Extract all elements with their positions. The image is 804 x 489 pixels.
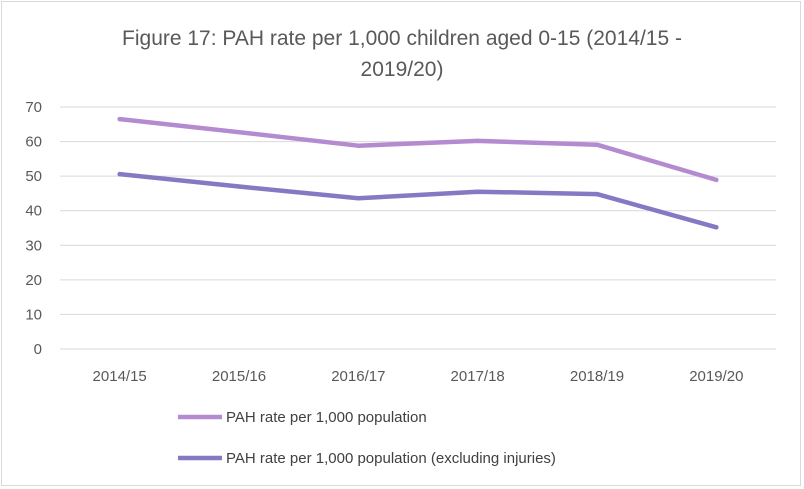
chart-title-line-1: Figure 17: PAH rate per 1,000 children a… <box>122 27 682 50</box>
gridlines <box>60 106 776 350</box>
data-point <box>356 143 361 148</box>
y-tick-label: 0 <box>34 341 42 358</box>
y-tick-label: 60 <box>25 134 42 151</box>
data-point <box>594 191 600 197</box>
y-tick-label: 20 <box>25 272 42 289</box>
legend: PAH rate per 1,000 population PAH rate pe… <box>178 409 556 467</box>
data-point <box>236 130 242 135</box>
x-tick-label: 2016/17 <box>331 368 385 385</box>
series-line-2 <box>117 171 719 230</box>
series-lines <box>117 116 719 230</box>
y-axis-ticks: 0 10 20 30 40 50 60 70 <box>25 99 42 358</box>
x-axis-ticks: 2014/15 2015/16 2016/17 2017/18 2018/19 2019/… <box>93 368 744 385</box>
data-point <box>594 142 600 147</box>
data-point <box>475 138 480 144</box>
data-point <box>714 225 719 230</box>
x-tick-label: 2019/20 <box>689 368 743 385</box>
x-tick-label: 2015/16 <box>212 368 266 385</box>
data-point <box>714 177 719 183</box>
legend-label-1: PAH rate per 1,000 population <box>226 409 427 426</box>
data-point <box>117 116 122 122</box>
data-point <box>117 171 122 177</box>
x-tick-label: 2018/19 <box>570 368 624 385</box>
y-tick-label: 40 <box>25 203 42 220</box>
y-tick-label: 70 <box>25 99 42 116</box>
data-point <box>475 189 480 194</box>
y-tick-label: 30 <box>25 237 42 254</box>
series-line-1 <box>117 116 719 183</box>
y-tick-label: 10 <box>25 306 42 323</box>
data-point <box>236 184 242 189</box>
y-tick-label: 50 <box>25 168 42 185</box>
chart-title-line-2: 2019/20) <box>361 58 444 81</box>
x-tick-label: 2017/18 <box>451 368 505 385</box>
x-tick-label: 2014/15 <box>93 368 147 385</box>
data-point <box>356 196 361 201</box>
legend-label-2: PAH rate per 1,000 population (excluding… <box>226 450 556 467</box>
